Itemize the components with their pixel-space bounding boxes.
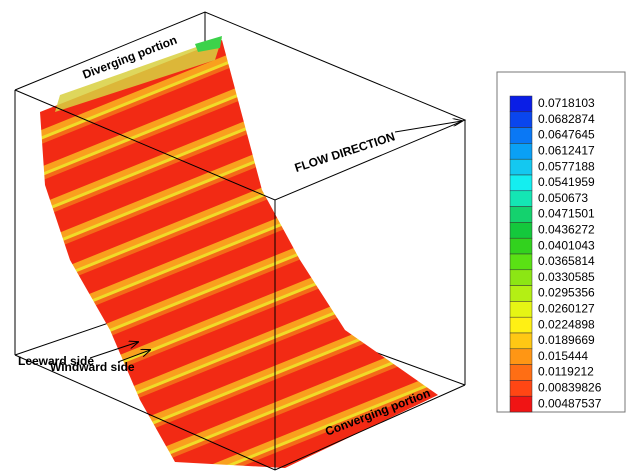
level-label: 0.0436272	[538, 222, 595, 236]
level-label: 0.0471501	[538, 207, 595, 221]
annotation: FLOW DIRECTION	[293, 129, 397, 175]
color-swatch	[510, 238, 532, 254]
color-swatch	[510, 270, 532, 286]
level-label: 0.015444	[538, 349, 588, 363]
level-label: 0.0224898	[538, 317, 595, 331]
color-swatch	[510, 380, 532, 396]
level-label: 0.0682874	[538, 112, 595, 126]
color-swatch	[510, 317, 532, 333]
flow-arrow	[395, 121, 462, 132]
level-label: 0.00839826	[538, 380, 602, 394]
level-label: 0.00487537	[538, 396, 602, 410]
level-label: 0.0330585	[538, 270, 595, 284]
color-swatch	[510, 143, 532, 159]
color-swatch	[510, 112, 532, 128]
color-swatch	[510, 396, 532, 412]
level-label: 0.0577188	[538, 159, 595, 173]
figure: Diverging portion FLOW DIRECTION Leeward…	[0, 0, 636, 474]
color-swatch	[510, 286, 532, 302]
color-swatch	[510, 128, 532, 144]
level-label: 0.0189669	[538, 333, 595, 347]
color-swatch	[510, 222, 532, 238]
level-label: 0.0541959	[538, 175, 595, 189]
color-swatch	[510, 207, 532, 223]
level-label: 0.0119212	[538, 365, 594, 379]
level-label: 0.0647645	[538, 128, 595, 142]
level-label: 0.0260127	[538, 301, 595, 315]
color-swatch	[510, 333, 532, 349]
color-swatch	[510, 96, 532, 112]
color-swatch	[510, 301, 532, 317]
level-label: 0.0401043	[538, 238, 595, 252]
level-label: 0.0612417	[538, 143, 595, 157]
annotation: Windward side	[50, 360, 135, 374]
color-swatch	[510, 175, 532, 191]
color-swatch	[510, 365, 532, 381]
level-label: 0.0295356	[538, 286, 595, 300]
color-swatch	[510, 254, 532, 270]
level-label: 0.050673	[538, 191, 588, 205]
level-label: 0.0718103	[538, 96, 595, 110]
color-swatch	[510, 191, 532, 207]
color-swatch	[510, 349, 532, 365]
level-label: 0.0365814	[538, 254, 595, 268]
color-swatch	[510, 159, 532, 175]
